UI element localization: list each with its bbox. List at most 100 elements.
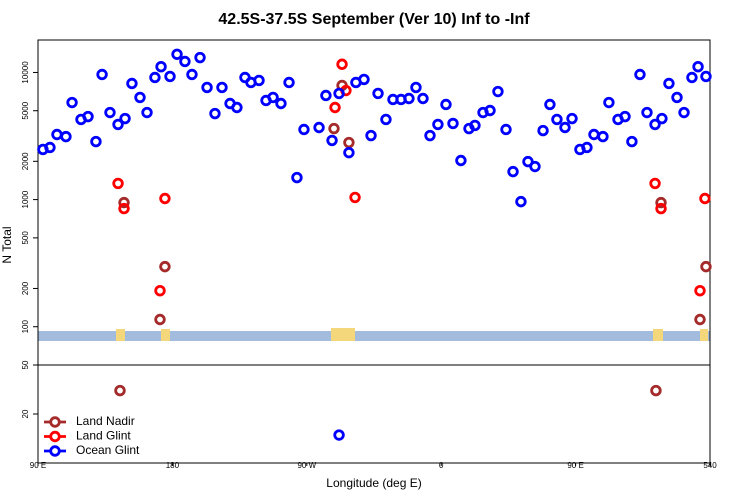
data-point xyxy=(440,98,452,111)
data-point xyxy=(559,121,571,134)
chart-title: 42.5S-37.5S September (Ver 10) Inf to -I… xyxy=(218,11,530,28)
data-point xyxy=(112,118,124,131)
data-point xyxy=(44,141,56,154)
data-point xyxy=(313,121,325,134)
data-point xyxy=(231,101,243,114)
x-tick-label: 90 E xyxy=(567,461,583,470)
data-point xyxy=(159,260,171,273)
data-point xyxy=(447,117,459,130)
data-point xyxy=(159,192,171,205)
plot-frame xyxy=(37,39,711,464)
data-point xyxy=(626,135,638,148)
legend-marker xyxy=(49,416,61,428)
data-point xyxy=(656,112,668,125)
data-point xyxy=(581,141,593,154)
data-point xyxy=(537,124,549,137)
data-point xyxy=(82,110,94,123)
data-point xyxy=(655,196,667,209)
x-tick-label: 180 xyxy=(166,461,180,470)
data-point xyxy=(663,77,675,90)
data-point xyxy=(328,122,340,135)
y-tick-label: 100 xyxy=(21,320,30,334)
legend-marker xyxy=(49,430,61,443)
data-point xyxy=(298,123,310,136)
data-point xyxy=(655,202,667,215)
data-point xyxy=(149,71,161,84)
data-point xyxy=(171,48,183,60)
data-point xyxy=(649,177,661,190)
data-point xyxy=(700,260,712,273)
data-point xyxy=(141,106,153,119)
data-point xyxy=(507,165,519,178)
data-point xyxy=(566,112,578,125)
data-point xyxy=(283,76,295,89)
data-point xyxy=(500,123,512,136)
data-point xyxy=(515,195,527,208)
data-point xyxy=(320,89,332,102)
legend-label: Land Nadir xyxy=(76,414,135,428)
data-point xyxy=(551,113,563,126)
data-point xyxy=(544,98,556,111)
data-point xyxy=(154,285,166,297)
data-point xyxy=(597,130,609,143)
data-point xyxy=(694,285,706,297)
data-point xyxy=(267,91,279,104)
data-point xyxy=(492,85,504,98)
data-point xyxy=(216,81,228,94)
y-axis-label: N Total xyxy=(0,226,14,263)
data-point xyxy=(104,106,116,119)
data-point xyxy=(51,128,63,141)
data-point xyxy=(372,87,384,100)
data-point xyxy=(403,92,415,105)
data-point xyxy=(694,313,706,326)
x-tick-label: 90 W xyxy=(297,461,316,470)
data-point xyxy=(469,119,481,132)
data-point xyxy=(671,91,683,104)
data-point xyxy=(700,70,712,83)
data-point xyxy=(603,96,615,109)
data-point xyxy=(649,118,661,131)
data-point xyxy=(484,104,496,117)
legend-marker xyxy=(49,445,61,457)
data-point xyxy=(358,73,370,86)
x-axis-label: Longitude (deg E) xyxy=(326,476,421,490)
legend-label: Ocean Glint xyxy=(76,443,140,457)
data-point xyxy=(692,60,704,73)
y-tick-label: 50 xyxy=(21,360,30,369)
data-point xyxy=(90,135,102,148)
data-point xyxy=(96,68,108,81)
data-point xyxy=(588,128,600,141)
data-point xyxy=(380,113,392,126)
data-point xyxy=(119,112,131,125)
data-point xyxy=(349,191,361,204)
data-point xyxy=(336,58,348,70)
data-point xyxy=(179,55,191,68)
data-point xyxy=(209,107,221,120)
y-tick-label: 2000 xyxy=(21,152,30,170)
data-point xyxy=(201,81,213,94)
data-point xyxy=(329,101,341,114)
x-tick-label: 540 xyxy=(703,461,717,470)
x-tick-label: 0 xyxy=(439,461,444,470)
data-point xyxy=(650,384,662,397)
data-point xyxy=(326,134,338,147)
y-tick-label: 20 xyxy=(21,409,30,418)
data-point xyxy=(114,384,126,397)
data-point xyxy=(155,60,167,73)
data-point xyxy=(126,77,138,90)
x-tick-label: 90 E xyxy=(30,461,46,470)
data-point xyxy=(699,192,711,205)
data-point xyxy=(365,129,377,142)
data-point xyxy=(164,70,176,83)
data-point xyxy=(424,129,436,142)
data-point xyxy=(641,106,653,119)
data-point xyxy=(432,118,444,131)
data-point xyxy=(66,96,78,109)
data-point xyxy=(455,154,467,167)
data-point xyxy=(529,160,541,173)
data-point xyxy=(194,51,206,64)
data-point xyxy=(678,106,690,119)
data-point xyxy=(619,110,631,123)
data-point xyxy=(112,177,124,190)
